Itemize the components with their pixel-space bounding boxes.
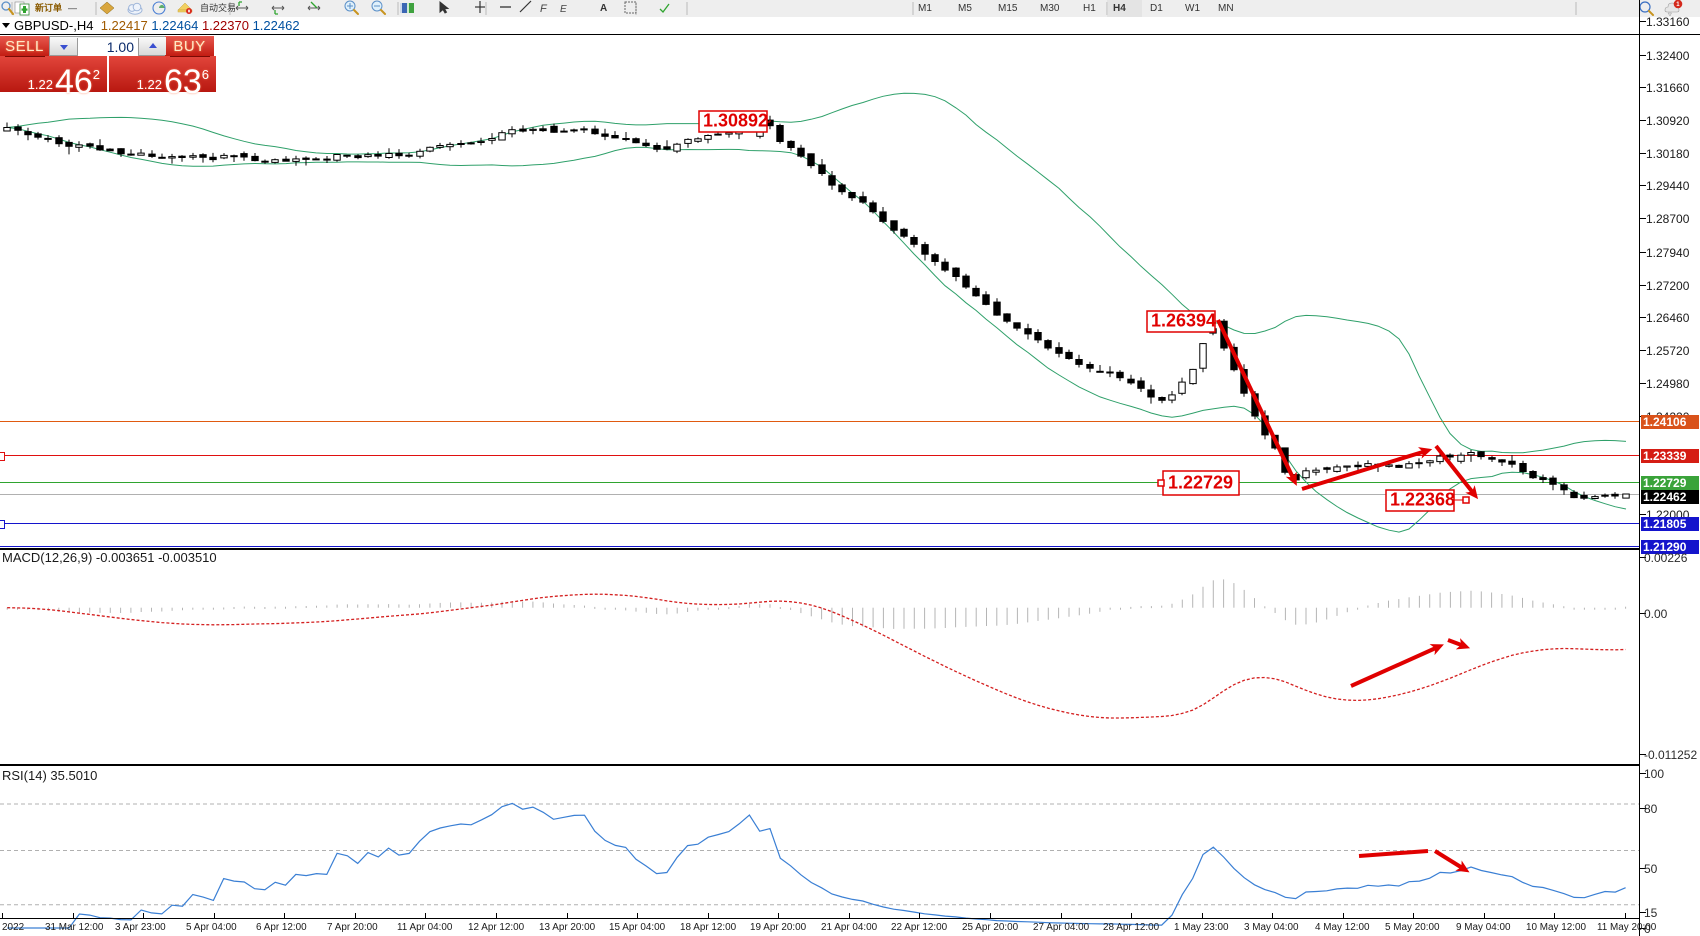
svg-text:H4: H4: [1113, 3, 1126, 14]
svg-text:新订单: 新订单: [35, 2, 62, 13]
svg-text:M30: M30: [1040, 3, 1060, 14]
svg-text:MN: MN: [1218, 3, 1234, 14]
svg-text:—: —: [68, 3, 77, 13]
svg-text:D1: D1: [1150, 3, 1163, 14]
svg-text:M1: M1: [918, 3, 932, 14]
svg-text:自动交易: 自动交易: [200, 2, 236, 13]
svg-text:M5: M5: [958, 3, 972, 14]
svg-text:W1: W1: [1185, 3, 1200, 14]
svg-text:H1: H1: [1083, 3, 1096, 14]
svg-text:E: E: [560, 4, 567, 15]
svg-text:M15: M15: [998, 3, 1018, 14]
svg-text:A: A: [600, 3, 607, 14]
